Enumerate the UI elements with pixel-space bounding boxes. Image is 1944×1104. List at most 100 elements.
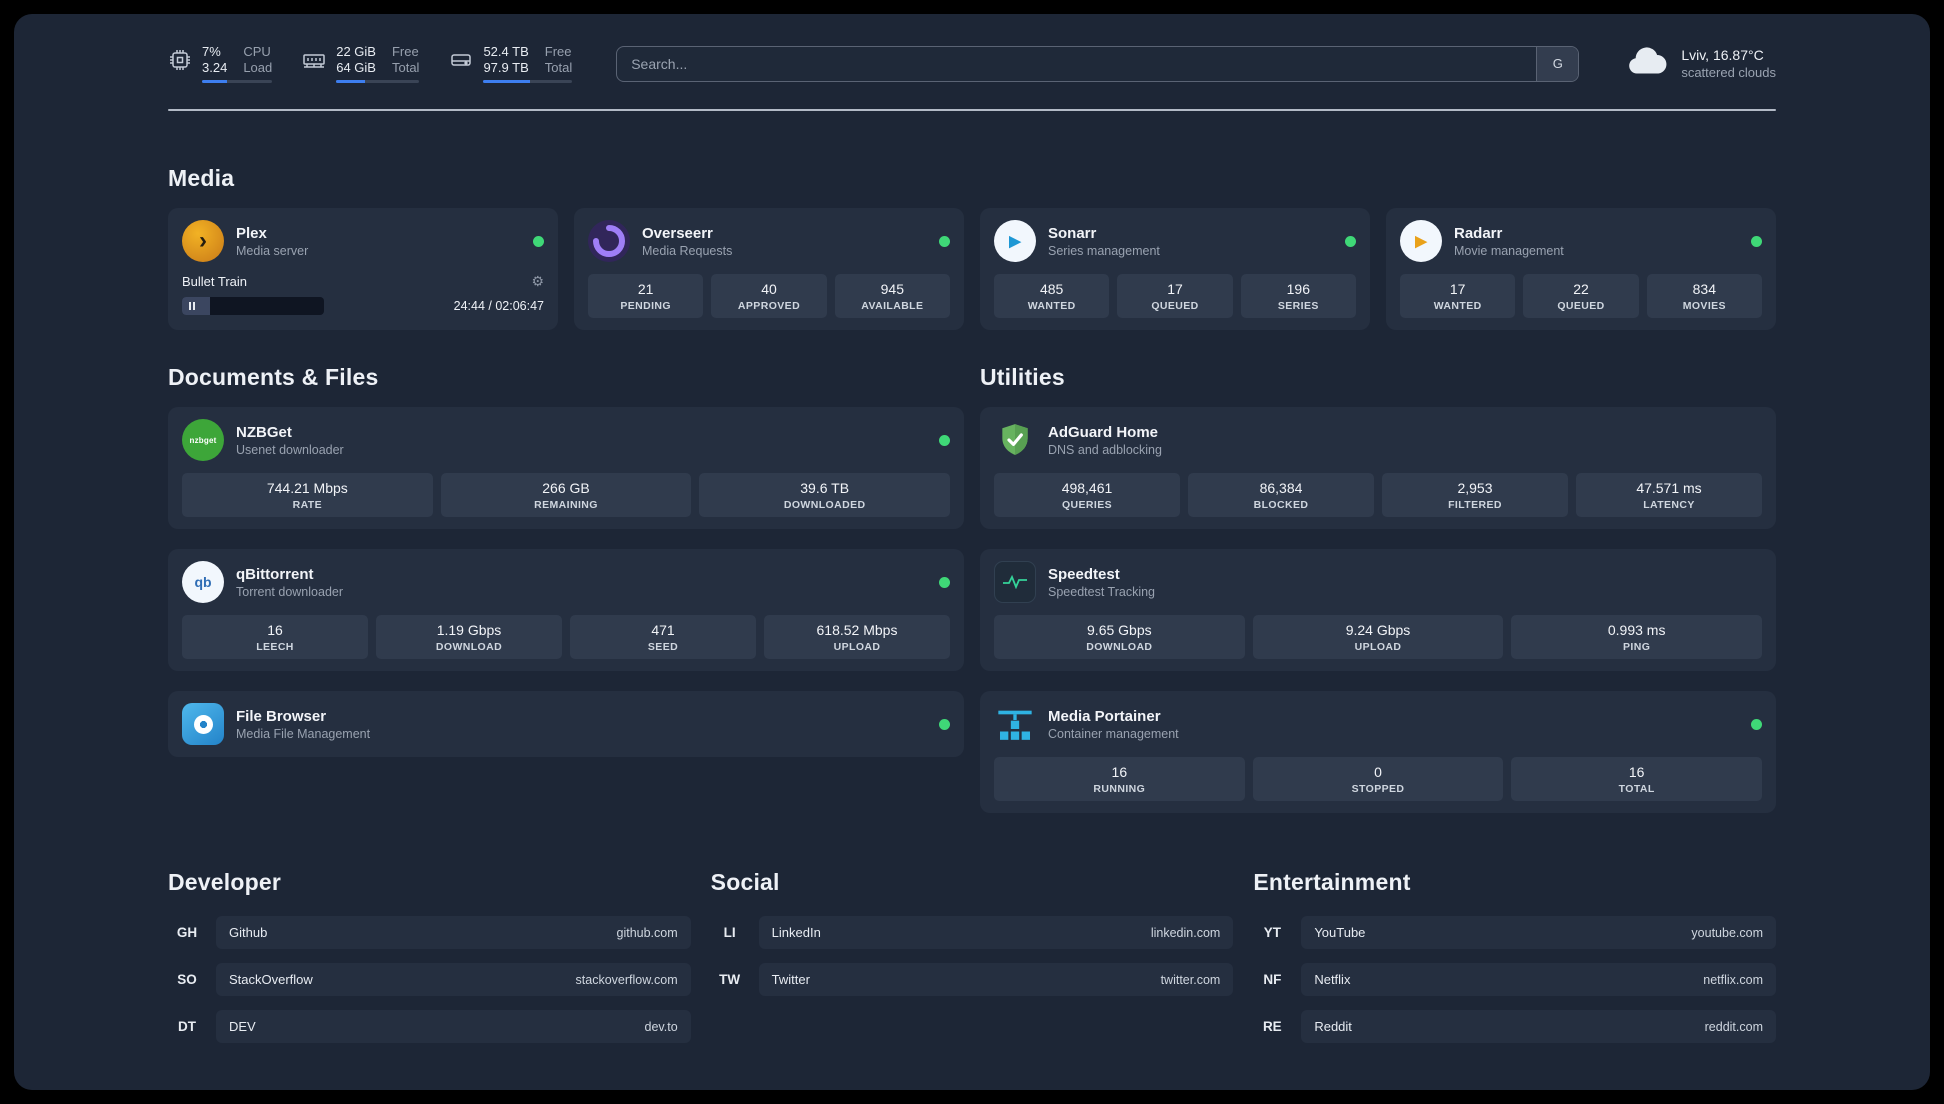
bookmark-row: RE Reddit reddit.com (1253, 1010, 1776, 1043)
disk-total-value: 97.9 TB (483, 60, 529, 75)
app-name: NZBGet (236, 423, 292, 441)
cpu-widget: 7% 3.24 CPU Load (168, 44, 273, 83)
cloud-icon (1623, 45, 1669, 82)
stat-tile: 47.571 ms LATENCY (1576, 473, 1762, 517)
app-name: AdGuard Home (1048, 423, 1159, 441)
memory-usage-bar (336, 80, 420, 83)
app-card-adguard[interactable]: AdGuard Home DNS and adblocking 498,461 Q… (980, 407, 1776, 529)
bookmark-row: TW Twitter twitter.com (711, 963, 1234, 996)
status-dot (939, 235, 950, 247)
app-name: Plex (236, 224, 267, 242)
stat-tile: 945 AVAILABLE (834, 274, 950, 318)
memory-icon (302, 44, 326, 77)
pause-icon[interactable] (189, 302, 195, 310)
status-dot (1751, 718, 1762, 730)
app-card-nzbget[interactable]: nzbget NZBGet Usenet downloader 744.21 M… (168, 407, 964, 529)
bookmark-link-reddit[interactable]: Reddit reddit.com (1301, 1010, 1776, 1043)
stat-tile: 485 WANTED (994, 274, 1110, 318)
section-title-developer: Developer (168, 869, 282, 895)
app-card-qbittorrent[interactable]: qb qBittorrent Torrent downloader 16 LEEC… (168, 549, 964, 671)
stat-tile: 0.993 ms PING (1511, 615, 1762, 659)
section-title-utilities: Utilities (980, 364, 1065, 390)
stat-tile: 86,384 BLOCKED (1188, 473, 1374, 517)
search-provider-button[interactable]: G (1536, 46, 1579, 81)
weather-widget: Lviv, 16.87°C scattered clouds (1623, 45, 1776, 82)
app-subtitle: Container management (1048, 726, 1179, 741)
stat-tile: 17 QUEUED (1117, 274, 1233, 318)
app-card-speedtest[interactable]: Speedtest Speedtest Tracking 9.65 Gbps DO… (980, 549, 1776, 671)
memory-free-label: Free (391, 44, 419, 59)
app-card-sonarr[interactable]: ▶ Sonarr Series management 485 WANTED 17 Q… (980, 208, 1370, 330)
bookmark-row: GH Github github.com (168, 916, 691, 949)
sonarr-icon: ▶ (994, 220, 1036, 262)
app-card-portainer[interactable]: Media Portainer Container management 16 R… (980, 691, 1776, 813)
stat-tile: 471 SEED (570, 615, 756, 659)
stat-tile: 40 APPROVED (711, 274, 827, 318)
overseerr-icon (588, 220, 630, 262)
app-subtitle: Torrent downloader (236, 584, 344, 599)
bookmark-link-dev[interactable]: DEV dev.to (216, 1010, 691, 1043)
bookmark-link-stackoverflow[interactable]: StackOverflow stackoverflow.com (216, 963, 691, 996)
system-stats-group: 7% 3.24 CPU Load (168, 44, 573, 83)
bookmark-group-entertainment: Entertainment YT YouTube youtube.com NF … (1253, 869, 1776, 1043)
status-dot (533, 235, 544, 247)
stat-tile: 196 SERIES (1240, 274, 1356, 318)
dashboard-canvas: 7% 3.24 CPU Load (14, 14, 1930, 1090)
playback-time: 24:44 / 02:06:47 (453, 299, 544, 313)
bookmark-abbr: YT (1263, 925, 1281, 940)
now-playing-title: Bullet Train (182, 274, 248, 289)
stat-tile: 39.6 TB DOWNLOADED (699, 473, 950, 517)
app-subtitle: DNS and adblocking (1048, 442, 1162, 457)
bookmark-link-twitter[interactable]: Twitter twitter.com (758, 963, 1234, 996)
bookmark-link-github[interactable]: Github github.com (216, 916, 691, 949)
app-card-plex[interactable]: › Plex Media server Bullet Train ⚙ (168, 208, 558, 330)
bookmark-row: YT YouTube youtube.com (1253, 916, 1776, 949)
section-title-documents: Documents & Files (168, 364, 379, 390)
bookmark-link-linkedin[interactable]: LinkedIn linkedin.com (758, 916, 1234, 949)
app-name: File Browser (236, 707, 327, 725)
app-card-radarr[interactable]: ▶ Radarr Movie management 17 WANTED 22 QUE… (1386, 208, 1776, 330)
status-dot (939, 434, 950, 446)
bookmark-abbr: GH (176, 925, 198, 940)
bookmark-abbr: NF (1263, 972, 1282, 987)
weather-condition: scattered clouds (1681, 65, 1776, 80)
section-title-social: Social (710, 869, 780, 895)
app-subtitle: Media Requests (642, 243, 733, 258)
stat-tile: 9.65 Gbps DOWNLOAD (994, 615, 1245, 659)
weather-location: Lviv, 16.87°C (1681, 47, 1764, 63)
app-card-filebrowser[interactable]: File Browser Media File Management (168, 691, 964, 757)
cpu-load-value: 3.24 (202, 60, 228, 75)
disk-free-label: Free (544, 44, 572, 59)
cpu-label: CPU (243, 44, 271, 59)
bookmark-group-social: Social LI LinkedIn linkedin.com TW Twitt… (711, 869, 1234, 1043)
gear-icon[interactable]: ⚙ (531, 273, 544, 289)
plex-icon: › (182, 220, 224, 262)
memory-total-label: Total (391, 60, 420, 75)
stat-tile: 834 MOVIES (1646, 274, 1762, 318)
search-input[interactable] (616, 45, 1580, 82)
app-subtitle: Usenet downloader (236, 442, 344, 457)
bookmark-link-netflix[interactable]: Netflix netflix.com (1301, 963, 1776, 996)
status-dot (1751, 235, 1762, 247)
qbittorrent-icon: qb (182, 561, 224, 603)
section-title-entertainment: Entertainment (1253, 869, 1411, 895)
app-card-overseerr[interactable]: Overseerr Media Requests 21 PENDING 40 APP… (574, 208, 964, 330)
playback-progress-bar[interactable] (182, 297, 324, 315)
bookmark-link-youtube[interactable]: YouTube youtube.com (1301, 916, 1776, 949)
section-title-media: Media (168, 165, 235, 191)
app-subtitle: Media File Management (236, 726, 371, 741)
app-subtitle: Movie management (1454, 243, 1564, 258)
stat-tile: 2,953 FILTERED (1382, 473, 1568, 517)
stat-tile: 21 PENDING (588, 274, 704, 318)
stat-tile: 17 WANTED (1400, 274, 1516, 318)
stat-tile: 618.52 Mbps UPLOAD (764, 615, 950, 659)
app-name: Overseerr (642, 224, 713, 242)
stat-tile: 16 RUNNING (994, 757, 1245, 801)
disk-widget: 52.4 TB 97.9 TB Free Total (449, 44, 573, 83)
adguard-icon (994, 419, 1036, 461)
stat-tile: 16 LEECH (182, 615, 368, 659)
stat-tile: 9.24 Gbps UPLOAD (1252, 615, 1504, 659)
cpu-load-label: Load (243, 60, 273, 75)
disk-free-value: 52.4 TB (483, 44, 529, 59)
stat-tile: 22 QUEUED (1523, 274, 1639, 318)
